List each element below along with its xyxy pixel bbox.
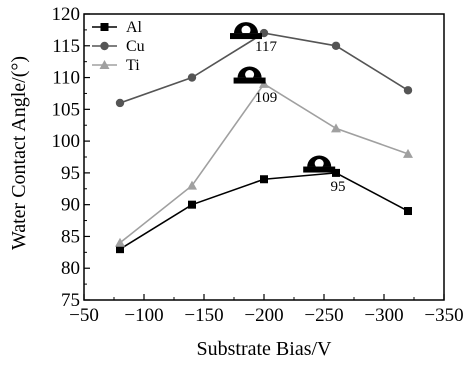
y-tick-label: 100: [52, 131, 81, 152]
y-tick-label: 90: [61, 195, 80, 216]
annotation-al: 95: [331, 179, 346, 195]
legend: Al Cu Ti: [92, 19, 145, 74]
data-point-ti: [115, 237, 125, 247]
x-axis-label: Substrate Bias/V: [197, 338, 333, 360]
data-point-ti: [331, 123, 341, 133]
y-tick-label: 95: [61, 163, 80, 184]
y-tick-label: 75: [61, 290, 80, 311]
y-tick-label: 115: [52, 36, 80, 57]
x-axis: −50 −100 −150 −200 −250 −300 −350: [69, 294, 464, 326]
droplet-icon: [303, 155, 336, 173]
y-tick-label: 110: [52, 68, 80, 89]
y-axis-label: Water Contact Angle/(°): [8, 56, 30, 250]
data-point-cu: [331, 41, 341, 50]
data-point-al: [404, 207, 412, 216]
data-point-ti: [187, 180, 197, 190]
annotation-ti: 109: [255, 90, 278, 106]
droplet-icon: [233, 66, 266, 84]
series-line-ti: [119, 82, 409, 244]
x-tick-label: −150: [184, 305, 223, 326]
y-axis: 75 80 85 90 95 100 105 110 115 120: [52, 4, 90, 311]
x-tick-label: −250: [304, 305, 343, 326]
annotations: 117 109 95: [230, 22, 346, 195]
data-point-cu: [187, 73, 197, 82]
legend-label-ti: Ti: [126, 57, 140, 74]
legend-label-cu: Cu: [126, 38, 145, 55]
data-point-al: [116, 245, 124, 254]
x-tick-label: −200: [244, 305, 283, 326]
data-point-al: [260, 175, 268, 184]
legend-marker-al: [100, 23, 109, 31]
y-tick-label: 120: [52, 4, 81, 25]
data-point-ti: [403, 148, 413, 158]
legend-marker-ti: [99, 60, 110, 69]
y-tick-label: 80: [61, 258, 80, 279]
data-point-al: [188, 200, 196, 209]
x-tick-label: −100: [124, 305, 163, 326]
series-layer: [115, 28, 413, 254]
droplet-icon: [230, 22, 262, 40]
y-tick-label: 85: [61, 226, 80, 247]
y-tick-label: 105: [52, 99, 81, 120]
legend-marker-cu: [100, 41, 109, 51]
x-tick-label: −50: [69, 305, 99, 326]
data-point-cu: [115, 98, 125, 108]
data-point-cu: [403, 86, 413, 95]
x-tick-label: −350: [424, 305, 463, 326]
legend-label-al: Al: [126, 19, 143, 36]
series-line-al: [119, 172, 409, 250]
data-point-al: [332, 168, 340, 177]
x-tick-label: −300: [364, 305, 403, 326]
annotation-cu: 117: [255, 39, 277, 55]
